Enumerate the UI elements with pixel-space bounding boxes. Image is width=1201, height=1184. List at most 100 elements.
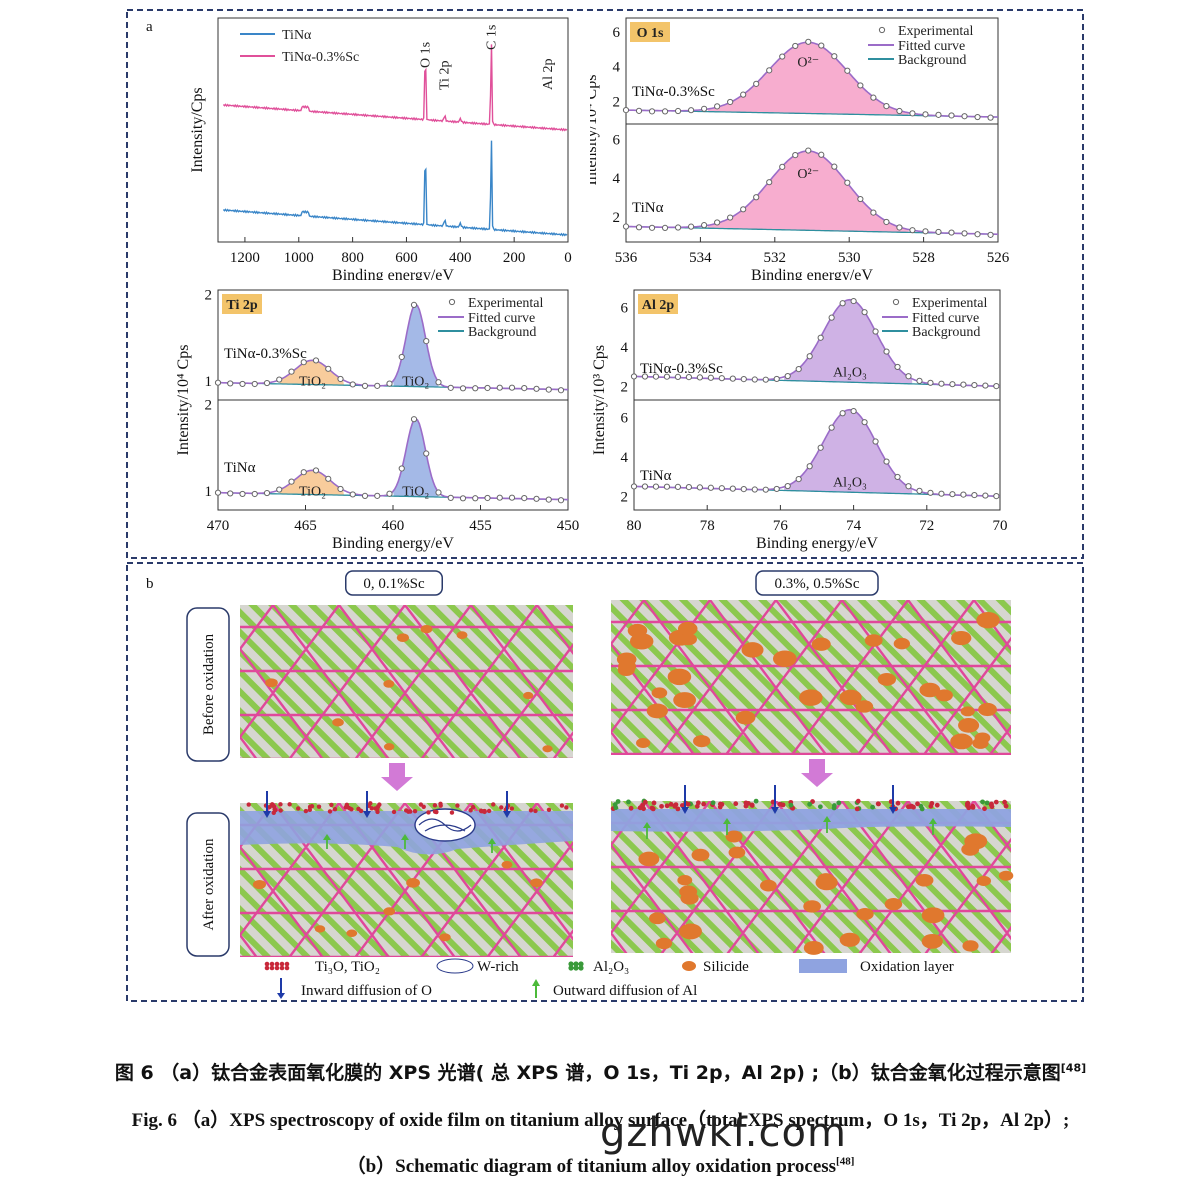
legend-label-background: Background [912,325,980,340]
surface-oxide-particle [615,799,621,804]
surface-oxide-particle [668,801,674,807]
ti-oxide-particle [426,810,431,815]
experimental-point-lower [263,489,271,497]
experimental-point-lower [982,492,989,499]
grain-boundaries [611,801,1011,953]
silicide-particle [803,940,824,955]
experimental-point-lower [844,179,851,186]
caption-chinese: 图 6 （a）钛合金表面氧化膜的 XPS 光谱( 总 XPS 谱，O 1s，Ti… [114,1061,1087,1084]
experimental-point-upper [927,379,934,386]
experimental-point-lower [896,224,903,231]
legend-inward: Inward diffusion of O [301,983,432,999]
y-tick-label: 2 [205,397,213,413]
ti-oxide-particle [273,808,278,813]
surface-oxide-particle [777,801,783,807]
experimental-point-upper [792,42,799,50]
experimental-point-upper [386,380,393,387]
legend-outward: Outward diffusion of Al [553,983,697,999]
x-tick-label: 74 [846,518,862,534]
peak-fill-lower [393,418,439,497]
experimental-point-lower [545,496,552,503]
peak-label: TiO₂ [299,484,326,499]
legend-al2o3: Al₂O₃ [593,959,629,975]
experimental-point-lower [773,485,780,493]
experimental-point-upper [652,373,660,380]
experimental-point-upper [784,372,791,380]
peak-label-lower: O²⁻ [797,167,819,182]
x-tick-label: 400 [449,250,472,266]
silicide-particle [972,737,989,749]
experimental-point-upper [557,387,565,394]
ti-oxide-particle [278,808,283,813]
silicide-particle [677,875,693,886]
legend-al2o3-swatch [573,965,579,971]
legend-ti-oxide: Ti₃O, TiO₂ [315,959,380,975]
y-tick-label: 2 [205,287,213,303]
legend-al2o3-swatch [573,961,579,967]
experimental-point-lower [214,489,222,496]
experimental-point-lower [894,473,901,481]
experimental-point-lower [948,229,955,236]
experimental-point-lower [766,179,773,186]
experimental-point-upper [740,376,747,383]
silicide-particle [839,689,862,706]
experimental-point-lower [533,495,540,502]
legend-label-background: Background [468,325,536,340]
experimental-point-upper [674,373,682,380]
ti-oxide-particle [438,803,443,808]
x-tick-label: 465 [294,518,317,534]
experimental-point-upper [312,357,320,364]
experimental-point-upper [533,385,540,392]
x-tick-label: 534 [689,250,712,266]
experimental-point-lower [410,416,418,423]
schematic-title-right-box [755,570,879,596]
legend-label-background: Background [898,53,966,68]
experimental-point-upper [828,314,835,321]
experimental-point-lower [435,489,442,496]
surface-oxide-particle [934,802,940,808]
legend-al2o3-swatch [578,965,584,971]
experimental-point-lower [922,228,929,235]
surface-oxide-particle [836,800,842,806]
experimental-point-upper [688,107,695,114]
surface-oxide-particle [664,803,670,809]
silicide-particle [811,637,831,651]
experimental-point-upper [974,113,981,121]
grain-boundaries [240,803,573,957]
surface-oxide-particle [710,800,716,806]
surface-oxide-particle [651,800,657,806]
ti-oxide-particle [482,809,487,815]
experimental-point-upper [472,385,479,392]
surface-oxide-particle [908,804,913,809]
legend-ti-oxide-swatch [264,965,270,971]
experimental-point-lower [971,491,978,499]
legend-ti-oxide-swatch [274,961,280,967]
row-label-before-box [186,607,230,762]
experimental-point-lower [227,490,234,497]
schematic-legend: Ti₃O, TiO₂ W-rich Al₂O₃ Silicide Oxidation l… [264,958,954,999]
ti2p-spectrum-chart: 470 465 460 455 450 Binding energy/eV Intensit… [175,287,579,552]
y-tick-label: 6 [613,25,621,41]
experimental-point-lower [784,482,791,490]
silicide-particle [773,650,797,667]
experimental-point-upper [935,111,942,118]
legend-silicide: Silicide [703,959,749,975]
ti-oxide-particle [559,803,565,808]
experimental-point-upper [762,376,769,383]
experimental-point-upper [948,112,955,119]
before-right-block [611,600,1011,755]
experimental-point-upper [909,110,916,117]
inward-arrowhead [263,811,271,818]
experimental-point-lower [727,214,734,221]
surface-oxide-particle [613,805,619,811]
after-left-block [240,791,573,957]
x-tick-label: 530 [838,250,861,266]
experimental-point-lower [805,147,812,154]
transition-arrow-left [381,763,413,791]
silicide-particle [265,678,278,688]
silicide-particle [680,891,699,905]
silicide-particle [679,923,702,940]
series-label-upper: TiNα-0.3%Sc [632,84,715,100]
silicide-particle [383,907,396,916]
x-tick-label: 76 [773,518,789,534]
